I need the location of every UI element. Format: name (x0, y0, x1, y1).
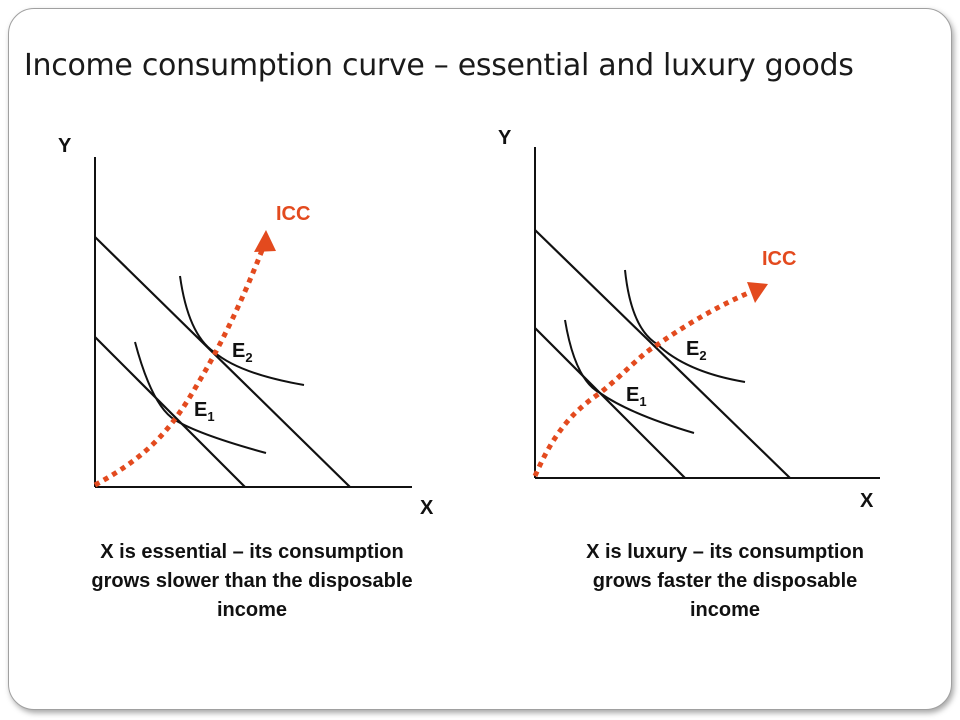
right-panel: Y X ICC E2 E1 (498, 127, 880, 512)
left-caption-line-3: income (216, 599, 288, 621)
right-indifference-curve-1 (564, 319, 695, 434)
left-panel: Y X ICC E2 E1 (58, 135, 434, 519)
left-icc-label: ICC (276, 203, 310, 225)
right-x-label: X (860, 490, 874, 512)
right-e1-label: E1 (626, 384, 647, 409)
left-indifference-curve-2 (179, 275, 305, 386)
left-x-label: X (420, 497, 434, 519)
left-y-label: Y (58, 135, 72, 157)
right-caption: X is luxury – its consumption grows fast… (515, 538, 935, 625)
left-caption-line-2: grows slower than the disposable (91, 570, 413, 592)
right-budget-line-1 (534, 327, 686, 479)
left-e1-label: E1 (194, 399, 215, 424)
right-caption-line-3: income (689, 599, 761, 621)
slide-frame (8, 8, 952, 710)
left-icc-curve (93, 239, 269, 488)
left-budget-line-2 (94, 236, 351, 488)
left-icc-arrowhead (254, 230, 276, 252)
right-caption-line-1: X is luxury – its consumption (586, 541, 864, 563)
left-e2-label: E2 (232, 340, 253, 365)
right-indifference-curve-2 (624, 269, 746, 383)
right-e2-label: E2 (686, 338, 707, 363)
right-budget-line-2 (534, 229, 791, 479)
left-budget-line-1 (94, 336, 246, 488)
right-icc-label: ICC (762, 248, 796, 270)
slide-title: Income consumption curve – essential and… (24, 48, 854, 83)
right-icc-arrowhead (747, 282, 768, 303)
right-icc-curve (532, 287, 756, 477)
left-caption: X is essential – its consumption grows s… (42, 538, 462, 625)
right-y-label: Y (498, 127, 512, 149)
left-caption-line-1: X is essential – its consumption (100, 541, 404, 563)
right-caption-line-2: grows faster the disposable (592, 570, 858, 592)
